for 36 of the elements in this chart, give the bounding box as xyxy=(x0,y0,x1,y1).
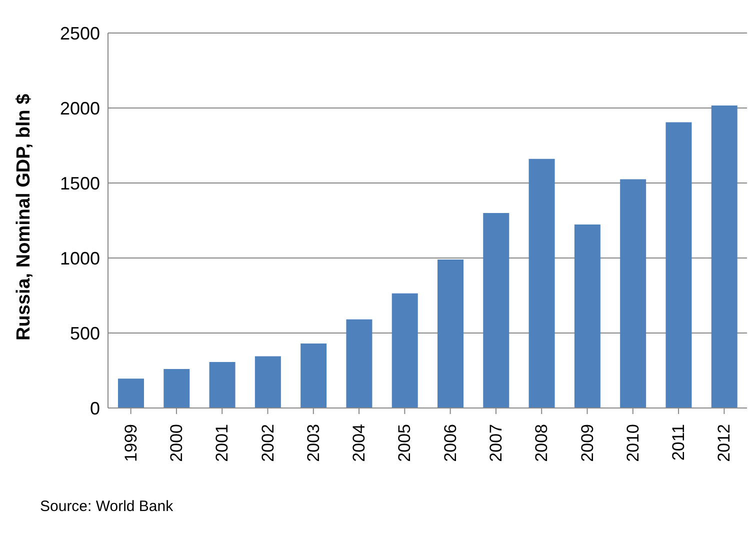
source-note: Source: World Bank xyxy=(40,498,174,515)
bar xyxy=(164,369,190,408)
x-tick-label: 2000 xyxy=(166,424,186,462)
x-tick-label: 2006 xyxy=(440,424,460,462)
x-tick-label: 2003 xyxy=(304,424,323,462)
x-tick-label: 2012 xyxy=(714,424,734,462)
y-tick-label: 2000 xyxy=(60,98,100,118)
bar xyxy=(300,344,327,408)
y-tick-label: 500 xyxy=(70,323,100,344)
bar xyxy=(209,362,236,408)
x-tick-label: 2008 xyxy=(532,424,552,462)
x-tick-label: 2004 xyxy=(350,424,369,462)
bar xyxy=(346,319,372,408)
bar xyxy=(118,378,144,408)
x-tick-label: 2010 xyxy=(623,424,642,462)
y-tick-label: 0 xyxy=(90,398,100,418)
x-tick-label: 2002 xyxy=(258,424,278,462)
bar xyxy=(620,179,646,408)
x-tick-label: 2011 xyxy=(669,424,688,461)
bar xyxy=(711,105,738,408)
bar xyxy=(254,356,281,408)
x-tick-label: 1999 xyxy=(121,424,140,462)
y-tick-label: 1500 xyxy=(60,173,100,194)
bar xyxy=(574,224,600,408)
bar xyxy=(392,293,418,408)
bar xyxy=(666,122,692,408)
bar xyxy=(483,213,510,408)
x-tick-label: 2007 xyxy=(486,424,506,462)
x-tick-label: 2005 xyxy=(395,424,414,462)
y-tick-label: 2500 xyxy=(60,23,100,44)
y-axis-title: Russia, Nominal GDP, bln $ xyxy=(14,93,35,340)
x-tick-label: 2001 xyxy=(212,424,232,462)
bar xyxy=(528,158,555,408)
x-tick-label: 2009 xyxy=(578,424,597,462)
y-tick-label: 1000 xyxy=(60,248,100,268)
bar xyxy=(438,260,464,408)
